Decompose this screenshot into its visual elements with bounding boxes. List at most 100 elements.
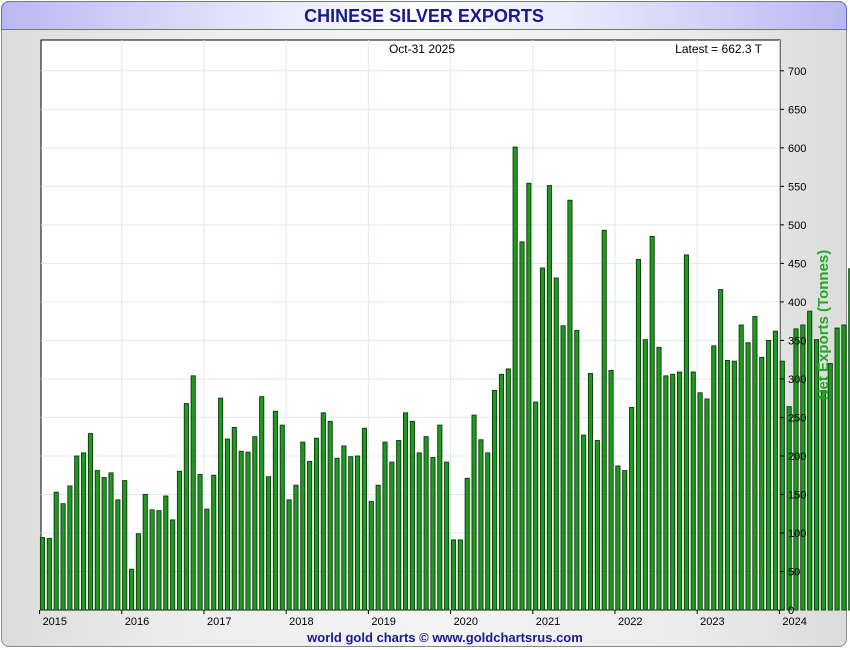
- bar: [81, 452, 87, 611]
- bar: [512, 146, 518, 611]
- bar: [266, 476, 272, 611]
- x-tick-label: 2015: [43, 616, 67, 628]
- bar: [738, 324, 744, 611]
- axes: 0 50 100 150 200 250 300 350 400 450 500 550 600 650 7…: [39, 66, 807, 628]
- y-tick-label: 350: [788, 335, 806, 347]
- bar: [834, 327, 840, 611]
- bar: [409, 420, 415, 611]
- bar: [163, 495, 169, 611]
- bar: [505, 368, 511, 611]
- x-tick-label: 2024: [782, 616, 806, 628]
- x-tick-label: 2021: [536, 616, 560, 628]
- bar: [313, 437, 320, 611]
- bar: [259, 396, 265, 611]
- bar: [519, 241, 525, 611]
- bar: [238, 450, 244, 611]
- y-tick-label: 650: [788, 104, 806, 116]
- y-tick-label: 250: [788, 412, 806, 424]
- bar: [731, 360, 737, 611]
- bar: [149, 509, 155, 611]
- bar: [492, 390, 498, 611]
- bar: [341, 445, 347, 611]
- bar: [677, 371, 683, 611]
- bar: [478, 439, 484, 611]
- bar: [67, 485, 73, 611]
- bar: [183, 403, 189, 611]
- bar: [382, 441, 388, 611]
- bar: [403, 412, 409, 611]
- bar: [135, 533, 141, 611]
- bar: [766, 339, 772, 611]
- bar: [437, 424, 443, 611]
- x-tick-label: 2017: [207, 616, 231, 628]
- bar: [361, 427, 368, 611]
- bar: [690, 371, 696, 611]
- bar: [553, 277, 559, 611]
- bar: [300, 441, 306, 611]
- bar: [526, 182, 532, 611]
- bar: [848, 268, 850, 611]
- bar: [601, 229, 607, 611]
- bar: [334, 457, 340, 611]
- bar: [355, 455, 361, 611]
- y-tick-label: 300: [788, 374, 806, 386]
- bar: [190, 375, 196, 611]
- bar: [450, 539, 457, 611]
- bar: [540, 267, 546, 611]
- bar: [218, 397, 224, 611]
- bar: [814, 339, 820, 611]
- y-tick-label: 150: [788, 489, 806, 501]
- y-tick-label: 100: [788, 528, 806, 540]
- bar: [670, 373, 676, 611]
- bar: [39, 537, 46, 611]
- y-tick-label: 50: [788, 566, 800, 578]
- bar: [471, 414, 477, 611]
- bar: [375, 484, 381, 611]
- bar: [176, 470, 183, 611]
- bar: [567, 199, 573, 611]
- title-bar: CHINESE SILVER EXPORTS: [1, 1, 847, 30]
- bar: [156, 510, 162, 611]
- bar: [745, 342, 751, 611]
- bar: [142, 494, 148, 611]
- bar: [704, 398, 710, 611]
- date-label: Oct-31 2025: [389, 42, 455, 56]
- bar: [800, 324, 806, 611]
- bar: [752, 316, 758, 611]
- bar: [498, 373, 505, 611]
- bar: [320, 412, 326, 611]
- bar: [697, 392, 703, 611]
- bar: [327, 420, 333, 611]
- bar: [252, 436, 258, 611]
- bar: [779, 360, 785, 611]
- bar: [587, 373, 594, 611]
- bar: [224, 438, 231, 611]
- bar: [101, 477, 107, 611]
- bars: [39, 146, 850, 611]
- bar: [53, 491, 59, 611]
- y-tick-label: 500: [788, 220, 806, 232]
- bar: [635, 259, 641, 611]
- bar: [581, 434, 587, 611]
- x-tick-label: 2022: [618, 616, 642, 628]
- y-tick-label: 600: [788, 143, 806, 155]
- bar: [656, 346, 662, 611]
- y-tick-label: 200: [788, 451, 806, 463]
- x-tick-label: 2020: [454, 616, 478, 628]
- bar: [560, 325, 566, 611]
- bar: [807, 310, 813, 611]
- bar: [307, 460, 313, 611]
- x-tick-label: 2016: [125, 616, 149, 628]
- bar: [546, 185, 552, 611]
- bar: [197, 473, 203, 611]
- bar: [574, 329, 580, 611]
- y-tick-label: 700: [788, 66, 806, 78]
- bar: [286, 499, 292, 611]
- bar: [786, 406, 792, 611]
- bar: [793, 328, 799, 611]
- y-axis-title: Net Exports (Tonnes): [815, 250, 832, 401]
- bar: [615, 465, 621, 611]
- bar: [396, 440, 402, 611]
- bar: [293, 484, 299, 611]
